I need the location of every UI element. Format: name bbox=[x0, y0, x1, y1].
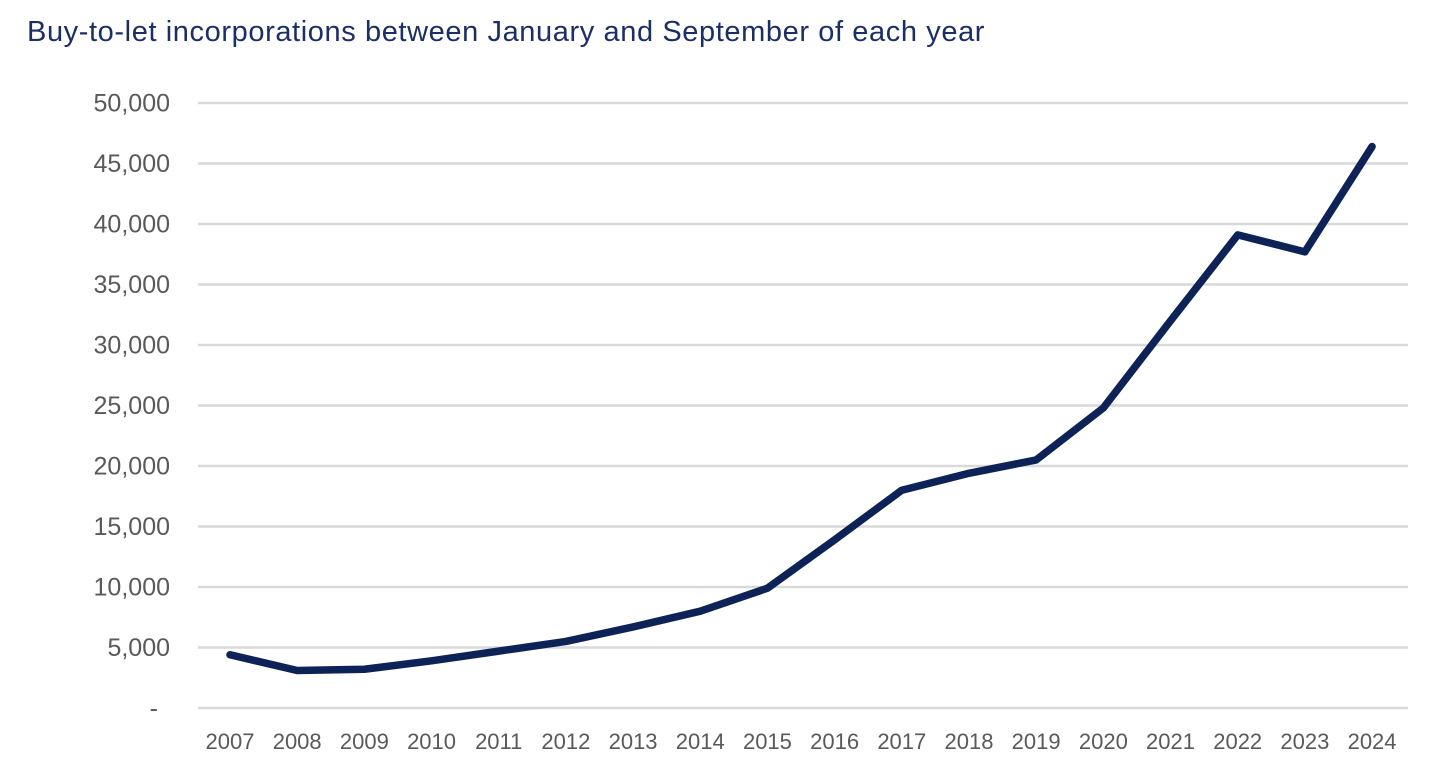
x-axis-label: 2007 bbox=[206, 729, 255, 754]
y-axis-label: 20,000 bbox=[94, 453, 170, 481]
x-axis-label: 2019 bbox=[1012, 729, 1061, 754]
x-axis-label: 2017 bbox=[877, 729, 926, 754]
x-axis-label: 2011 bbox=[475, 729, 522, 754]
y-axis-label: 30,000 bbox=[94, 332, 170, 360]
y-axis-label: 40,000 bbox=[94, 211, 170, 239]
x-axis-label: 2021 bbox=[1146, 729, 1195, 754]
x-axis-label: 2016 bbox=[810, 729, 859, 754]
x-axis-label: 2014 bbox=[676, 729, 725, 754]
x-axis-label: 2018 bbox=[945, 729, 994, 754]
x-axis-label: 2008 bbox=[273, 729, 322, 754]
x-axis-label: 2020 bbox=[1079, 729, 1128, 754]
y-axis-label: 10,000 bbox=[94, 574, 170, 602]
y-axis-label: 5,000 bbox=[107, 634, 170, 662]
chart-title: Buy-to-let incorporations between Januar… bbox=[27, 16, 986, 48]
y-axis-label: 35,000 bbox=[94, 271, 170, 299]
x-axis-label: 2023 bbox=[1280, 729, 1329, 754]
x-axis-label: 2024 bbox=[1348, 729, 1397, 754]
x-axis-label: 2010 bbox=[407, 729, 456, 754]
x-axis-label: 2009 bbox=[340, 729, 389, 754]
y-axis-label: 25,000 bbox=[94, 392, 170, 420]
y-axis-label: - bbox=[150, 695, 158, 723]
x-axis-label: 2015 bbox=[743, 729, 792, 754]
x-axis-label: 2022 bbox=[1213, 729, 1262, 754]
y-axis-label: 15,000 bbox=[94, 513, 170, 541]
y-axis-label: 50,000 bbox=[94, 90, 170, 118]
x-axis-label: 2013 bbox=[609, 729, 658, 754]
x-axis-label: 2012 bbox=[541, 729, 590, 754]
data-line bbox=[226, 142, 1376, 675]
y-axis-label: 45,000 bbox=[94, 150, 170, 178]
